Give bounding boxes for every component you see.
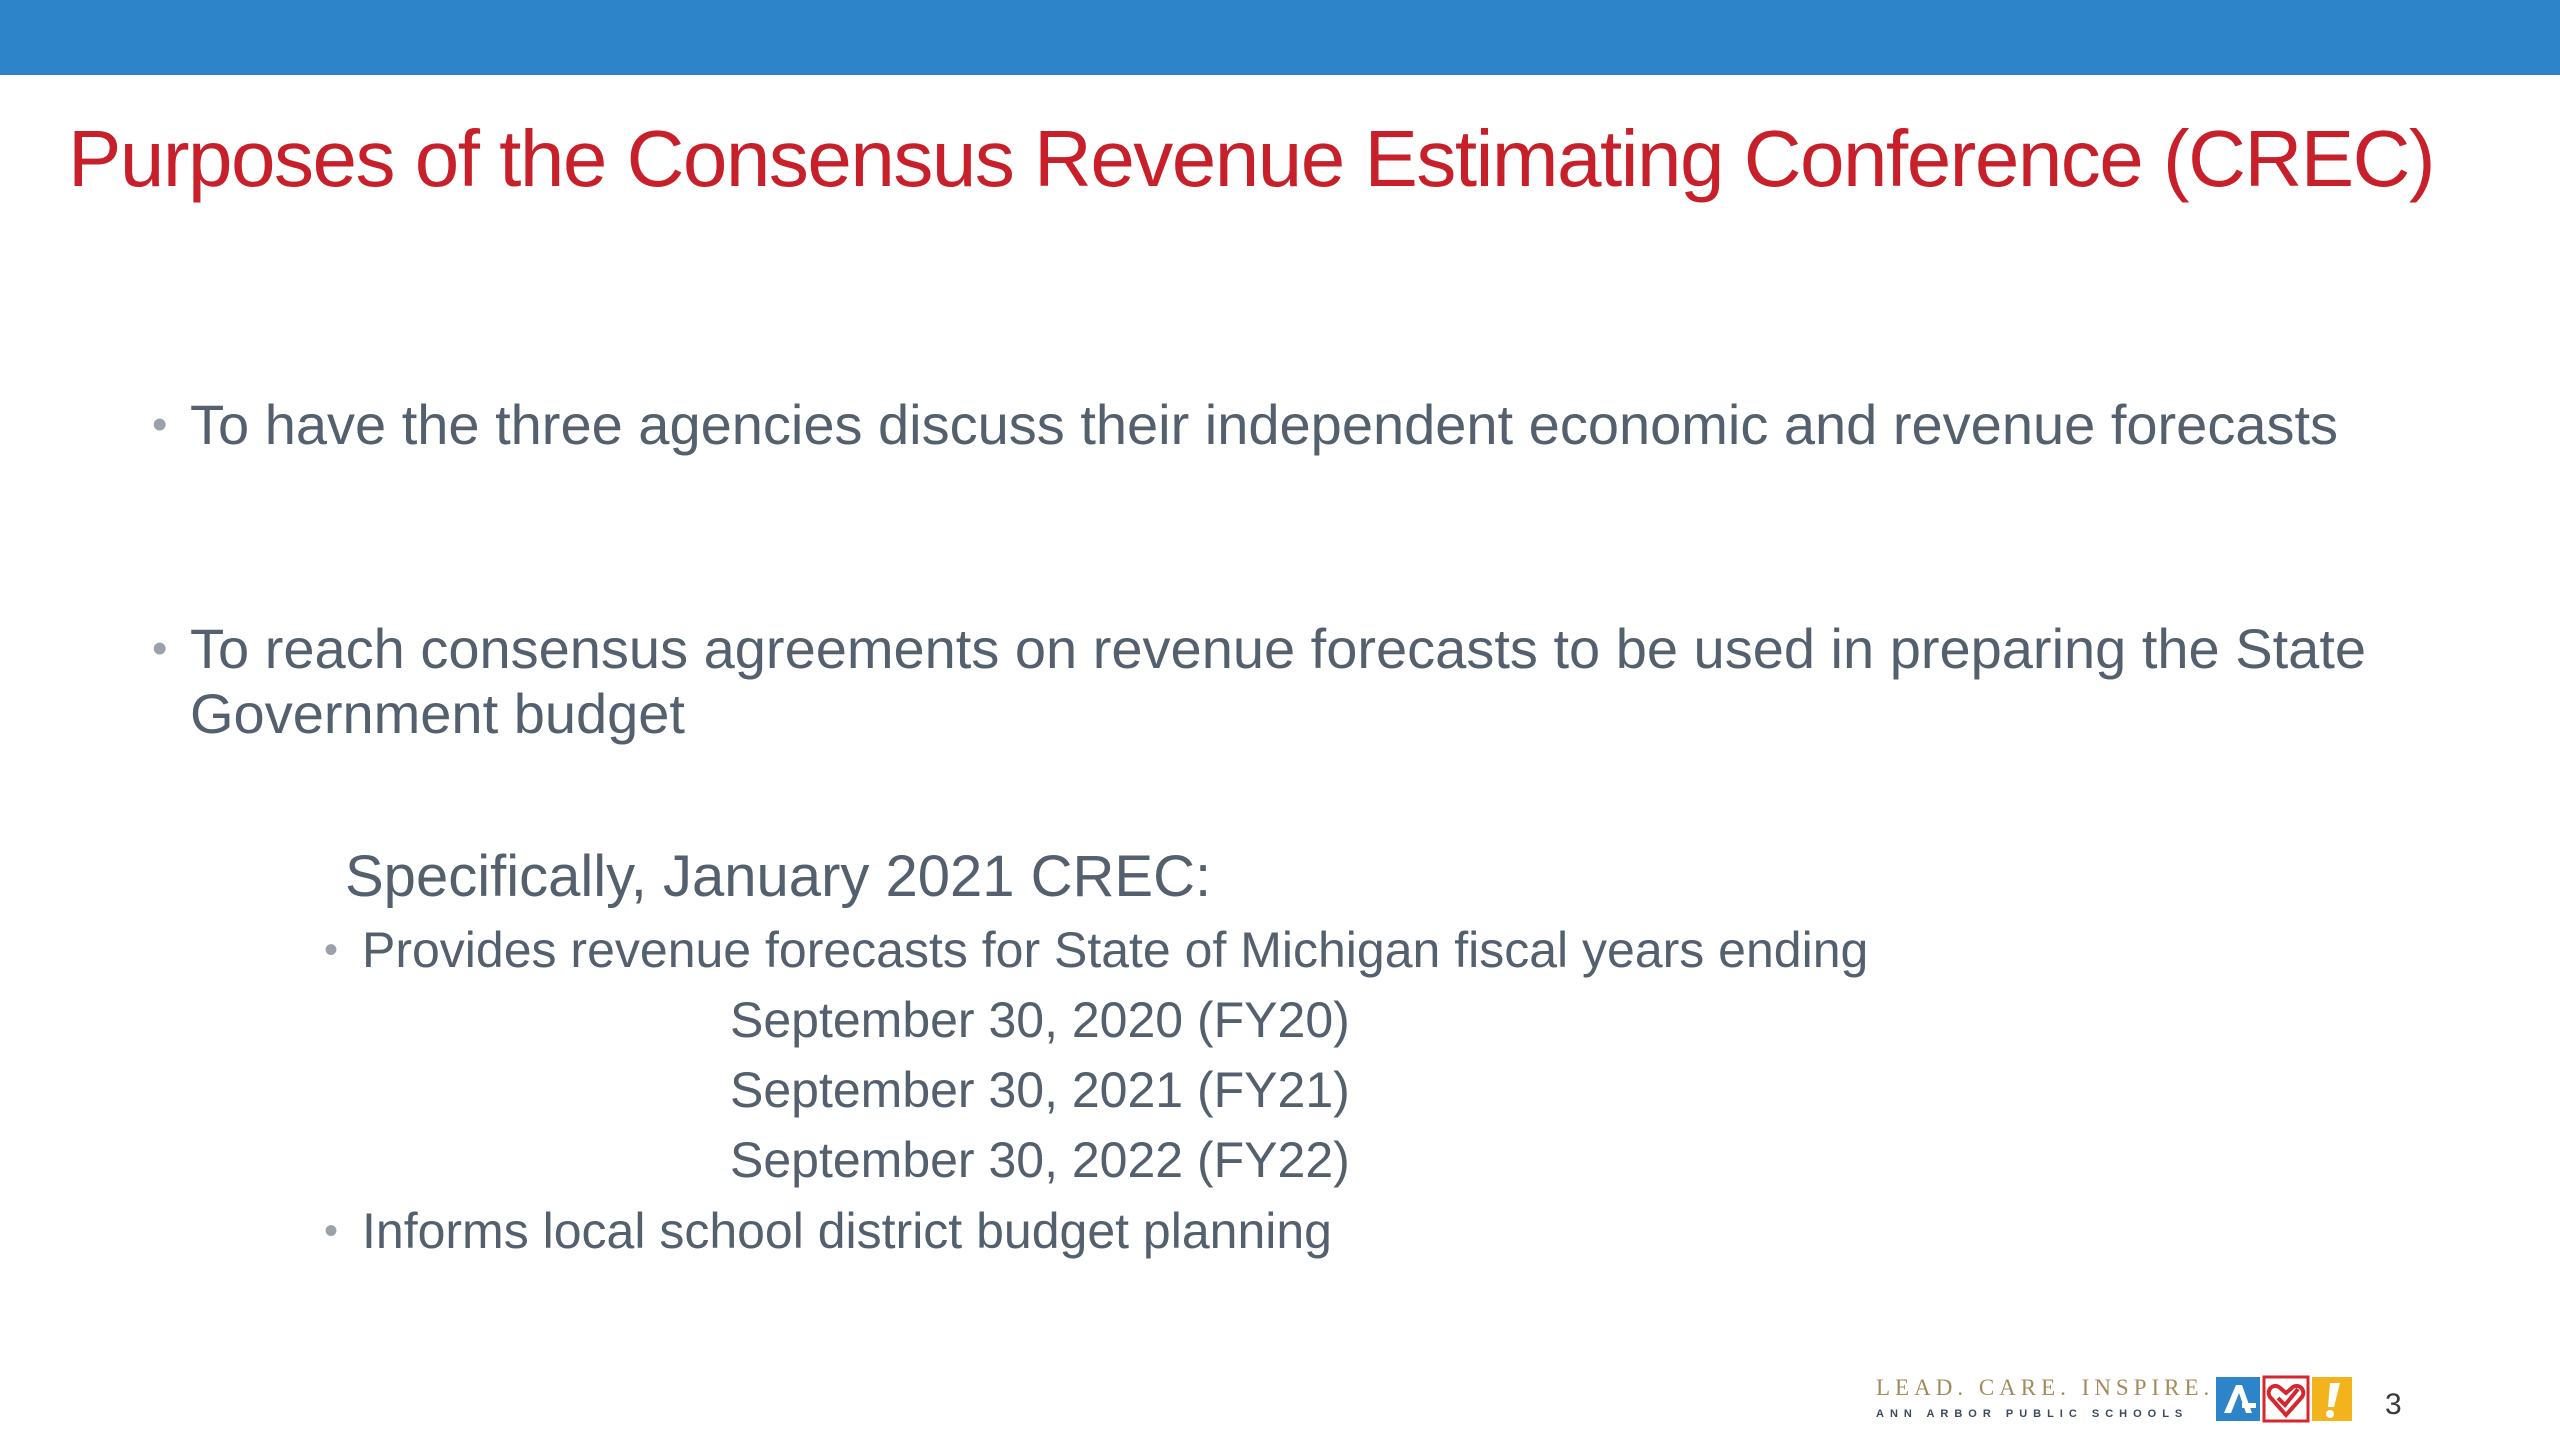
bullet-text: Provides revenue forecasts for State of … (362, 922, 1869, 978)
bullet-dot-icon: • (324, 928, 339, 972)
bullet-dot-icon: • (152, 400, 168, 449)
bullet-consensus-agreements: • To reach consensus agreements on reven… (0, 616, 2410, 746)
bullet-dot-icon: • (324, 1209, 339, 1253)
a2-logo-icon (2216, 1377, 2260, 1421)
top-accent-bar (0, 0, 2560, 75)
sub-bullet-school-planning: • Informs local school district budget p… (0, 1201, 2462, 1261)
slide-title: Purposes of the Consensus Revenue Estima… (68, 114, 2435, 203)
bullet-text: To have the three agencies discuss their… (190, 393, 2339, 456)
district-footer-logo: LEAD. CARE. INSPIRE. ANN ARBOR PUBLIC SC… (1876, 1375, 2356, 1425)
logo-tagline: LEAD. CARE. INSPIRE. (1876, 1375, 2215, 1400)
fiscal-year-fy21: September 30, 2021 (FY21) (730, 1062, 1350, 1118)
bullet-text: To reach consensus agreements on revenue… (190, 617, 2367, 745)
heart-check-icon (2262, 1375, 2310, 1423)
bullet-dot-icon: • (152, 624, 168, 673)
logo-organization: ANN ARBOR PUBLIC SCHOOLS (1876, 1408, 2189, 1420)
fiscal-year-fy20: September 30, 2020 (FY20) (730, 992, 1350, 1048)
exclamation-icon (2312, 1377, 2352, 1421)
bullet-text: Informs local school district budget pla… (362, 1203, 1332, 1259)
logo-icons (2216, 1375, 2352, 1423)
fiscal-year-fy22: September 30, 2022 (FY22) (730, 1132, 1350, 1188)
page-number: 3 (2385, 1388, 2402, 1421)
sub-bullet-revenue-forecasts: • Provides revenue forecasts for State o… (0, 920, 2462, 980)
specific-crec-heading: Specifically, January 2021 CREC: (345, 844, 1212, 909)
bullet-agencies-discuss: • To have the three agencies discuss the… (0, 392, 2410, 457)
